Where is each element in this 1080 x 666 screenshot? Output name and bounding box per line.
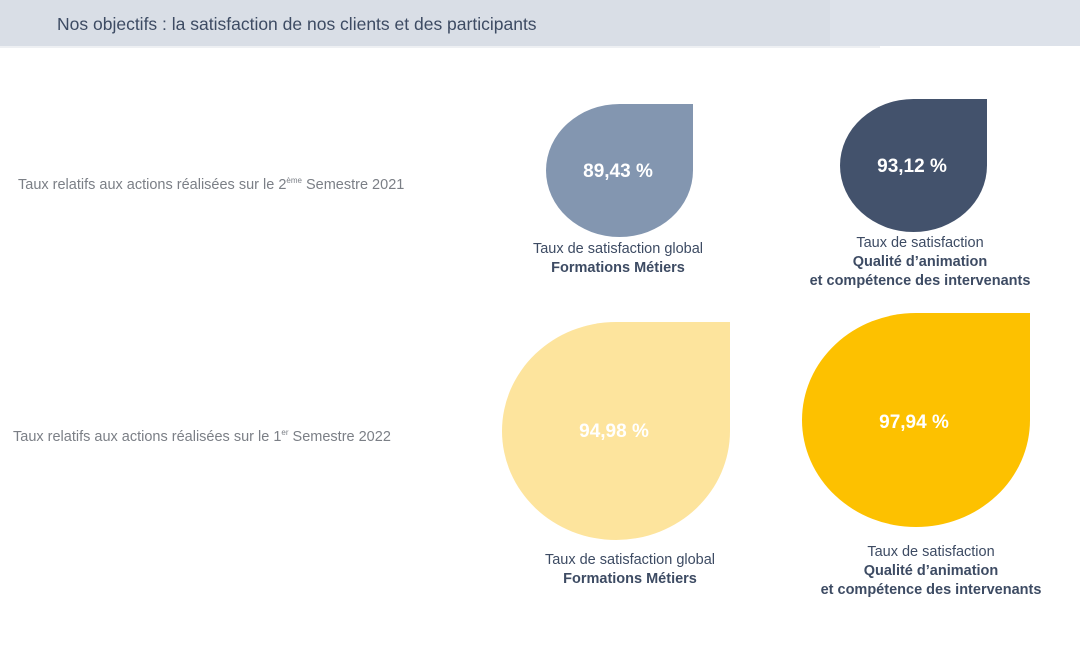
row-label-semester-2021: Taux relatifs aux actions réalisées sur … — [18, 176, 404, 193]
caption-global-2022: Taux de satisfaction global Formations M… — [510, 551, 750, 589]
satisfaction-drop-global-2021 — [546, 104, 693, 237]
row-label-superscript: ème — [286, 176, 302, 185]
satisfaction-value-global-2022: 94,98 % — [579, 421, 649, 442]
row-label-text: Taux relatifs aux actions réalisées sur … — [13, 429, 282, 445]
header-band — [0, 0, 830, 46]
caption-line: Taux de satisfaction global — [532, 241, 704, 257]
caption-bold-line: Formations Métiers — [551, 260, 685, 276]
caption-line: Taux de satisfaction global — [544, 552, 716, 568]
row-label-text-end: Semestre 2022 — [288, 429, 391, 445]
caption-line: Taux de satisfaction — [867, 544, 995, 560]
page-title: Nos objectifs : la satisfaction de nos c… — [57, 14, 537, 34]
caption-bold-line-2: et compétence des intervenants — [809, 273, 1031, 289]
satisfaction-value-animation-2021: 93,12 % — [877, 156, 947, 177]
row-label-semester-2022: Taux relatifs aux actions réalisées sur … — [13, 428, 391, 445]
satisfaction-drop-global-2022 — [502, 322, 730, 540]
row-label-text: Taux relatifs aux actions réalisées sur … — [18, 177, 287, 193]
satisfaction-value-animation-2022: 97,94 % — [879, 412, 949, 433]
satisfaction-drop-animation-2021 — [840, 99, 987, 232]
caption-line: Taux de satisfaction — [856, 235, 984, 251]
header-band-right — [830, 0, 1080, 46]
caption-global-2021: Taux de satisfaction global Formations M… — [508, 240, 728, 278]
row-label-superscript: er — [281, 428, 289, 437]
row-label-text-end: Semestre 2021 — [301, 177, 405, 193]
caption-bold-line-2: et compétence des intervenants — [820, 582, 1042, 598]
caption-animation-2022: Taux de satisfaction Qualité d’animation… — [800, 543, 1062, 600]
caption-bold-line: Formations Métiers — [563, 571, 697, 587]
satisfaction-drop-animation-2022 — [802, 313, 1030, 527]
caption-bold-line: Qualité d’animation — [863, 563, 999, 579]
caption-bold-line: Qualité d’animation — [852, 254, 988, 270]
caption-animation-2021: Taux de satisfaction Qualité d’animation… — [790, 234, 1050, 291]
header-divider — [0, 46, 880, 48]
satisfaction-value-global-2021: 89,43 % — [583, 161, 653, 182]
